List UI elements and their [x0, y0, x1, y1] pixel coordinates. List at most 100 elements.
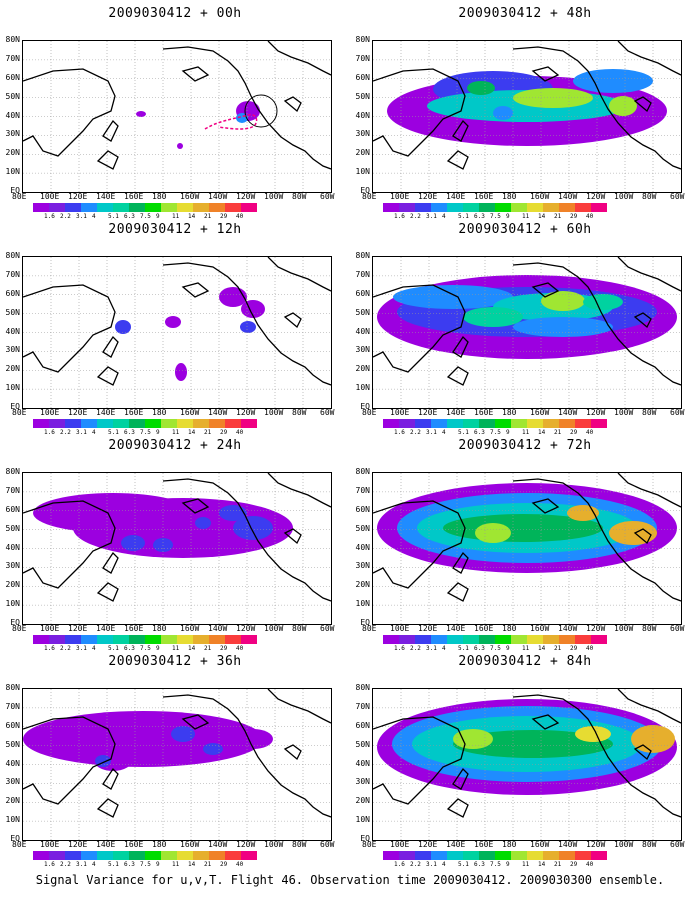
longitude-label: 160W [530, 408, 550, 417]
latitude-label: 70N [355, 53, 370, 63]
longitude-label: 120W [236, 192, 256, 201]
variance-contour [136, 111, 146, 117]
colorbar-level-label: 1.6 [394, 645, 405, 652]
colorbar-level-label: 1.6 [394, 429, 405, 436]
colorbar-swatch [527, 203, 543, 212]
colorbar-swatch [463, 419, 479, 428]
colorbar-swatch [383, 635, 399, 644]
latitude-label: EQ [10, 186, 20, 195]
colorbar-swatch [415, 419, 431, 428]
colorbar-swatch [113, 203, 129, 212]
colorbar [33, 419, 257, 428]
colorbar-swatch [527, 419, 543, 428]
coastline [617, 689, 681, 724]
colorbar-level-label: 9 [506, 861, 510, 868]
coastline [267, 689, 331, 724]
longitude-label: 180 [152, 840, 167, 849]
colorbar-level-label: 6.3 [474, 429, 485, 436]
coastline [446, 150, 469, 170]
longitude-label: 80W [642, 624, 657, 633]
variance-contour [219, 287, 247, 307]
colorbar-swatch [129, 203, 145, 212]
colorbar-level-label: 21 [204, 429, 212, 436]
colorbar-swatch [241, 851, 257, 860]
variance-contour [573, 69, 653, 93]
latitude-label: 10N [355, 383, 370, 393]
colorbar-swatch [495, 419, 511, 428]
colorbar-level-label: 4 [442, 861, 446, 868]
coastline [446, 366, 469, 386]
longitude-label: 100W [614, 192, 634, 201]
latitude-label: 50N [355, 91, 370, 101]
longitude-label: 100W [264, 624, 284, 633]
coastline [181, 66, 210, 82]
colorbar-level-label: 4 [442, 429, 446, 436]
colorbar-level-label: 9 [156, 861, 160, 868]
colorbar-swatch [575, 635, 591, 644]
colorbar-level-label: 21 [204, 861, 212, 868]
shaded-map [23, 257, 331, 408]
colorbar-level-label: 11 [522, 429, 530, 436]
panel-title: 2009030412 + 84h [458, 654, 592, 669]
colorbar-level-label: 29 [570, 645, 578, 652]
colorbar-swatch [49, 635, 65, 644]
longitude-label: 80W [292, 840, 307, 849]
longitude-label: 100E [40, 840, 60, 849]
colorbar-swatch [415, 635, 431, 644]
colorbar-swatch [559, 419, 575, 428]
map-panel: 2009030412 + 00h 80N 70N 60N 50N 40N 30N 20N 10N… [0, 0, 350, 220]
latitude-label: 20N [355, 796, 370, 806]
colorbar-level-label: 40 [236, 645, 244, 652]
longitude-label: 120W [236, 408, 256, 417]
latitude-label: 80N [5, 467, 20, 476]
coastline [102, 119, 119, 142]
coastline [283, 312, 302, 329]
colorbar-level-label: 14 [538, 213, 546, 220]
longitude-label: 120E [418, 624, 438, 633]
coastline [283, 528, 302, 545]
longitude-label: 80E [362, 192, 377, 201]
colorbar-swatch [527, 851, 543, 860]
latitude-label: EQ [360, 834, 370, 843]
colorbar-level-label: 9 [506, 645, 510, 652]
variance-contour [240, 321, 256, 333]
longitude-label: 160E [124, 408, 144, 417]
colorbar-level-label: 29 [220, 861, 228, 868]
latitude-label: 40N [355, 758, 370, 768]
colorbar-swatch [463, 635, 479, 644]
colorbar-swatch [97, 203, 113, 212]
longitude-label: 120E [68, 408, 88, 417]
latitude-label: 40N [355, 110, 370, 120]
coastline [283, 96, 302, 113]
coastline [181, 282, 210, 298]
map-panel: 2009030412 + 24h 80N 70N 60N 50N 40N 30N 20N 10N… [0, 432, 350, 652]
colorbar-swatch [479, 635, 495, 644]
colorbar-swatch [113, 635, 129, 644]
colorbar-level-label: 40 [236, 861, 244, 868]
longitude-label: 140W [558, 192, 578, 201]
map-frame [22, 688, 332, 841]
colorbar-level-label: 29 [220, 429, 228, 436]
shaded-map [373, 473, 681, 624]
latitude-label: 30N [5, 777, 20, 787]
colorbar-level-label: 2.2 [60, 213, 71, 220]
longitude-label: 100E [390, 840, 410, 849]
coastline [162, 262, 331, 386]
longitude-label: 160W [530, 192, 550, 201]
latitude-label: 30N [355, 129, 370, 139]
colorbar-level-label: 14 [538, 645, 546, 652]
map-panel: 2009030412 + 36h 80N 70N 60N 50N 40N 30N 20N 10N… [0, 648, 350, 868]
colorbar-level-label: 7.5 [490, 213, 501, 220]
coastline [102, 551, 119, 574]
colorbar-swatch [161, 203, 177, 212]
colorbar-swatch [209, 851, 225, 860]
colorbar-swatch [479, 203, 495, 212]
latitude-label: 70N [355, 485, 370, 495]
latitude-label: 30N [5, 561, 20, 571]
colorbar-level-label: 21 [554, 429, 562, 436]
colorbar-swatch [543, 635, 559, 644]
latitude-label: 40N [5, 326, 20, 336]
latitude-label: 10N [5, 167, 20, 177]
longitude-label: 120E [68, 192, 88, 201]
colorbar-swatch [383, 851, 399, 860]
